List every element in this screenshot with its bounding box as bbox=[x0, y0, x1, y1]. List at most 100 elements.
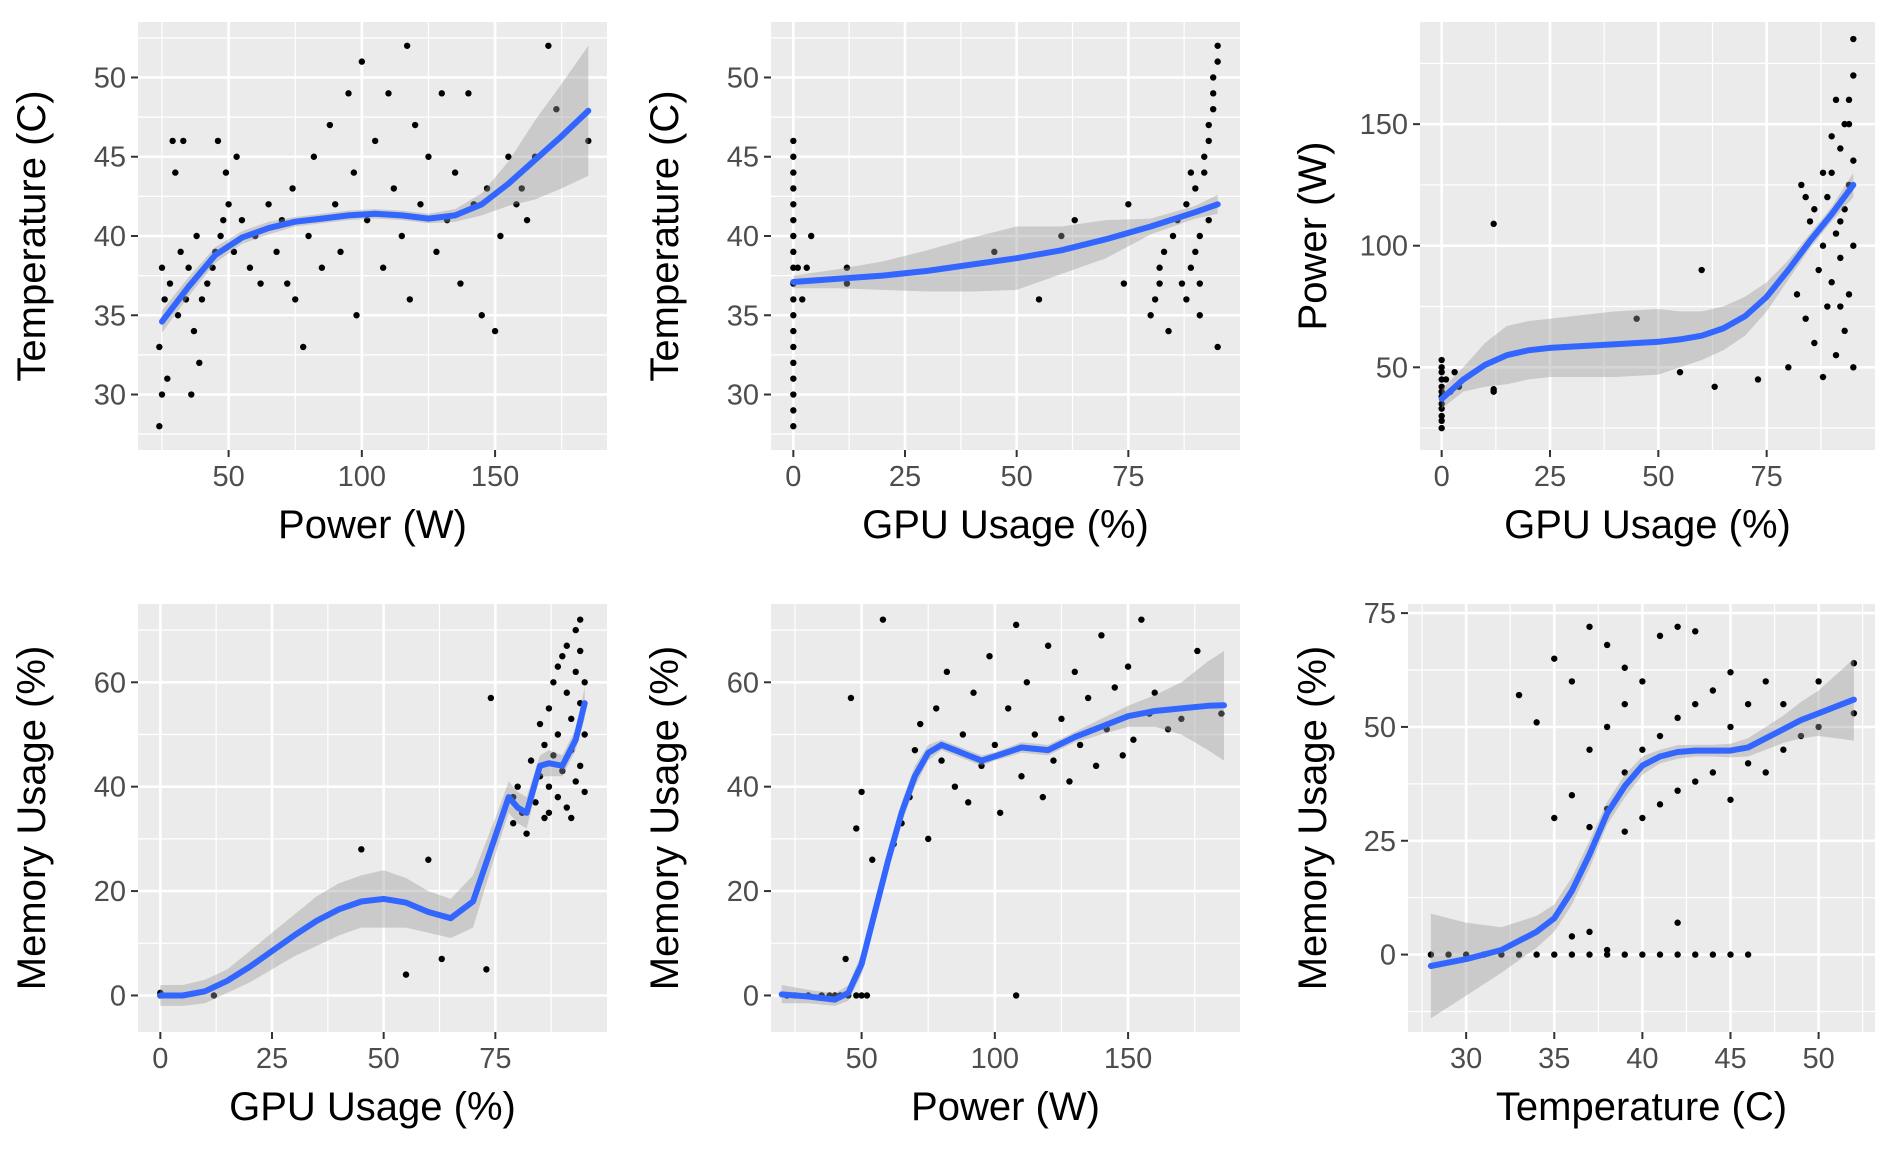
data-point bbox=[790, 359, 797, 367]
data-point bbox=[1187, 264, 1195, 271]
data-point bbox=[572, 626, 579, 634]
confidence-band bbox=[793, 194, 1218, 292]
data-point bbox=[1201, 153, 1208, 160]
data-point bbox=[478, 312, 485, 319]
data-point bbox=[559, 767, 566, 775]
data-point bbox=[790, 327, 797, 335]
data-point bbox=[1811, 339, 1818, 347]
data-point bbox=[790, 407, 797, 414]
data-point bbox=[1044, 642, 1052, 649]
data-point bbox=[1692, 951, 1699, 958]
data-point bbox=[1205, 216, 1212, 224]
data-point bbox=[1832, 96, 1840, 104]
data-point bbox=[465, 90, 472, 97]
data-point bbox=[1780, 700, 1787, 708]
data-point bbox=[371, 137, 379, 145]
data-point bbox=[978, 762, 985, 770]
data-point bbox=[1656, 951, 1664, 958]
data-point bbox=[1035, 296, 1043, 303]
data-point bbox=[970, 689, 977, 696]
data-point bbox=[1124, 663, 1132, 670]
data-point bbox=[1824, 303, 1831, 310]
data-point bbox=[1427, 951, 1435, 958]
data-point bbox=[1586, 746, 1593, 753]
y-axis-title: Memory Usage (%) bbox=[1291, 646, 1335, 991]
data-point bbox=[847, 694, 855, 702]
data-point bbox=[1727, 669, 1734, 676]
data-point bbox=[188, 391, 195, 398]
data-point bbox=[790, 185, 797, 192]
data-point bbox=[483, 966, 490, 973]
data-point bbox=[933, 705, 940, 712]
data-point bbox=[1151, 296, 1159, 303]
plot-background bbox=[771, 604, 1240, 1032]
data-point bbox=[1178, 280, 1186, 287]
data-point bbox=[986, 652, 993, 660]
data-point bbox=[284, 280, 291, 287]
x-axis-title: GPU Usage (%) bbox=[229, 1085, 516, 1129]
data-point bbox=[1196, 312, 1204, 319]
data-point bbox=[1164, 726, 1172, 733]
data-point bbox=[1018, 773, 1025, 780]
data-point bbox=[925, 835, 932, 843]
data-point bbox=[1850, 157, 1857, 164]
data-point bbox=[1130, 736, 1137, 743]
data-point bbox=[483, 185, 491, 192]
data-point bbox=[1674, 951, 1681, 958]
data-point bbox=[345, 90, 352, 97]
data-point bbox=[257, 280, 264, 287]
data-point bbox=[581, 788, 588, 796]
smooth-line bbox=[1438, 181, 1857, 402]
y-axis-title: Power (W) bbox=[1291, 142, 1335, 331]
data-point bbox=[1438, 356, 1445, 364]
y-tick-label: 45 bbox=[94, 142, 126, 174]
data-point bbox=[172, 169, 179, 176]
data-point bbox=[803, 264, 810, 271]
data-point bbox=[1621, 828, 1628, 835]
data-point bbox=[1201, 169, 1208, 176]
y-tick-label: 150 bbox=[1360, 109, 1408, 141]
y-tick-label: 0 bbox=[110, 980, 126, 1012]
data-point bbox=[1076, 741, 1084, 749]
y-tick-label: 35 bbox=[94, 300, 126, 332]
data-point bbox=[292, 296, 299, 303]
data-point bbox=[1533, 719, 1540, 726]
x-axis-title: Temperature (C) bbox=[1496, 1085, 1787, 1129]
data-point bbox=[497, 232, 504, 240]
x-tick-label: 100 bbox=[338, 461, 386, 493]
data-point bbox=[1451, 368, 1458, 376]
data-point bbox=[581, 679, 588, 686]
y-tick-label: 60 bbox=[94, 667, 126, 699]
data-point bbox=[1832, 230, 1840, 237]
confidence-band bbox=[781, 651, 1224, 1006]
x-tick-label: 50 bbox=[1001, 461, 1033, 493]
data-point bbox=[1656, 732, 1664, 740]
data-point bbox=[398, 232, 406, 240]
data-point bbox=[1111, 684, 1118, 691]
data-point bbox=[532, 799, 539, 806]
data-point bbox=[487, 694, 495, 702]
y-axis-title: Temperature (C) bbox=[10, 90, 54, 381]
data-point bbox=[541, 814, 548, 822]
data-point bbox=[577, 647, 584, 655]
x-tick-label: 25 bbox=[256, 1043, 288, 1075]
data-point bbox=[1785, 364, 1792, 371]
data-point bbox=[790, 232, 797, 240]
data-point bbox=[1639, 746, 1646, 753]
data-point bbox=[790, 216, 797, 224]
data-point bbox=[1039, 793, 1047, 801]
data-point bbox=[1438, 368, 1445, 376]
panel-6: 30 35 40 45 50 0 25 50 75 Temperature (C) Memory U… bbox=[1291, 598, 1875, 1129]
data-point bbox=[536, 720, 544, 728]
data-point bbox=[863, 992, 871, 999]
data-point bbox=[843, 264, 851, 271]
data-point bbox=[545, 705, 553, 712]
data-point bbox=[158, 391, 166, 398]
scatter-points bbox=[1438, 35, 1857, 432]
data-point bbox=[790, 312, 797, 319]
data-point bbox=[1205, 121, 1212, 129]
data-point bbox=[550, 679, 557, 686]
data-point bbox=[1169, 232, 1177, 240]
data-point bbox=[1845, 96, 1853, 104]
data-point bbox=[1178, 715, 1185, 723]
